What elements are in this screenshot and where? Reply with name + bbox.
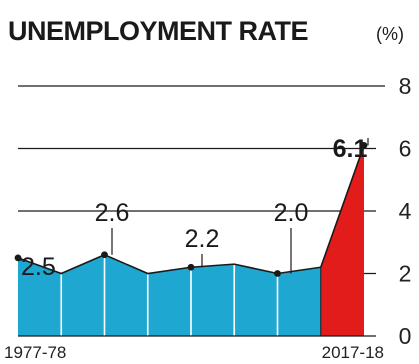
y-tick-label: 6 (399, 136, 412, 162)
data-label: 2.6 (95, 199, 130, 227)
line-series-0 (17, 253, 321, 275)
unit-label: (%) (376, 24, 404, 44)
data-label: 6.1 (333, 135, 368, 163)
area-series-1 (320, 145, 364, 336)
y-tick-label: 8 (399, 73, 412, 99)
data-label: 2.0 (274, 199, 309, 227)
data-label: 2.5 (21, 253, 56, 281)
x-tick-label: 2017-18 (322, 343, 384, 362)
y-tick-label: 2 (399, 261, 412, 287)
data-label: 2.2 (185, 225, 220, 253)
data-point (360, 141, 368, 149)
y-axis-ticks: 0 2 4 6 8 (399, 73, 412, 349)
data-point (101, 251, 108, 259)
area-series (17, 145, 376, 337)
data-point (187, 263, 195, 271)
y-tick-label: 4 (399, 198, 412, 224)
line-series-1 (319, 145, 365, 268)
x-tick-label: 1977-78 (4, 343, 66, 362)
data-point (14, 254, 22, 262)
data-labels: 2.5 2.6 2.2 2.0 6.1 (14, 135, 369, 281)
chart-title: UNEMPLOYMENT RATE (8, 16, 308, 46)
area-series-0 (18, 254, 321, 336)
data-point (274, 270, 281, 277)
x-axis-ticks: 1977-78 2017-18 (4, 343, 384, 362)
y-tick-label: 0 (399, 323, 412, 349)
